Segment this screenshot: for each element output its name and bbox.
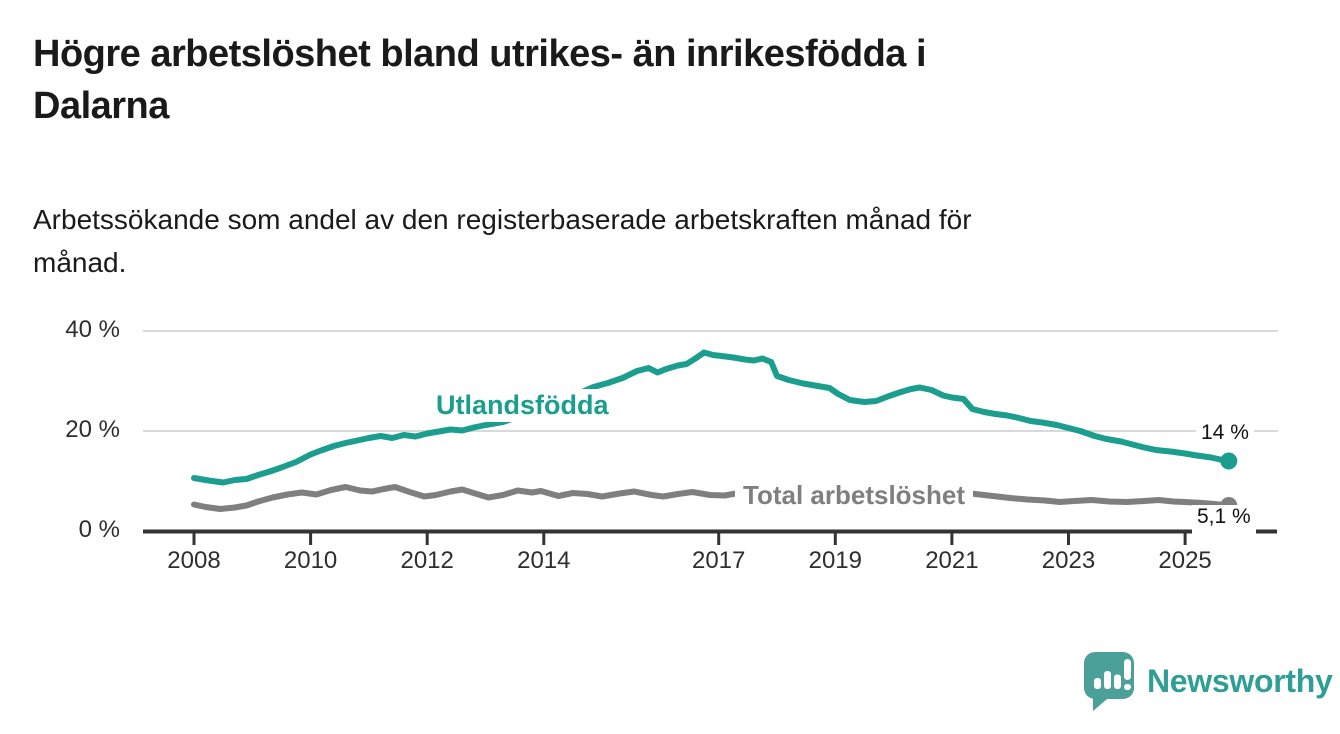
chart-subtitle-line-1: Arbetssökande som andel av den registerb…	[33, 204, 972, 235]
x-axis-tick-label: 2025	[1158, 547, 1212, 574]
y-axis-tick-label: 20 %	[65, 416, 120, 443]
x-axis-tick-label: 2019	[808, 547, 862, 574]
y-axis-tick-label: 0 %	[78, 516, 120, 543]
newsworthy-brand: Newsworthy	[1082, 650, 1333, 712]
x-axis-tick-label: 2014	[517, 547, 571, 574]
chart-subtitle: Arbetssökande som andel av den registerb…	[33, 198, 972, 284]
x-axis-tick-label: 2017	[691, 547, 746, 574]
x-axis-tick-label: 2012	[400, 547, 454, 574]
y-axis-tick-label: 40 %	[65, 316, 120, 343]
page-title: Högre arbetslöshet bland utrikes- än inr…	[33, 28, 927, 132]
newsworthy-logo-text: Newsworthy	[1147, 662, 1333, 699]
series-label-utlandsfodda: Utlandsfödda	[430, 389, 615, 422]
page-title-line-1: Högre arbetslöshet bland utrikes- än inr…	[33, 33, 927, 75]
x-axis-tick-label: 2021	[925, 547, 979, 574]
end-value-label-total: 5,1 %	[1192, 505, 1256, 535]
x-axis-tick-label: 2023	[1041, 547, 1096, 574]
x-axis-tick-label: 2008	[167, 547, 221, 574]
x-axis-tick-label: 2010	[283, 547, 338, 574]
chart-subtitle-line-2: månad.	[33, 247, 127, 278]
series-label-total-arbetsloshet: Total arbetslöshet	[735, 479, 974, 512]
newsworthy-logo-icon	[1084, 652, 1134, 711]
end-value-label-utlandsfodda: 14 %	[1196, 421, 1254, 445]
page-title-line-2: Dalarna	[33, 85, 169, 127]
